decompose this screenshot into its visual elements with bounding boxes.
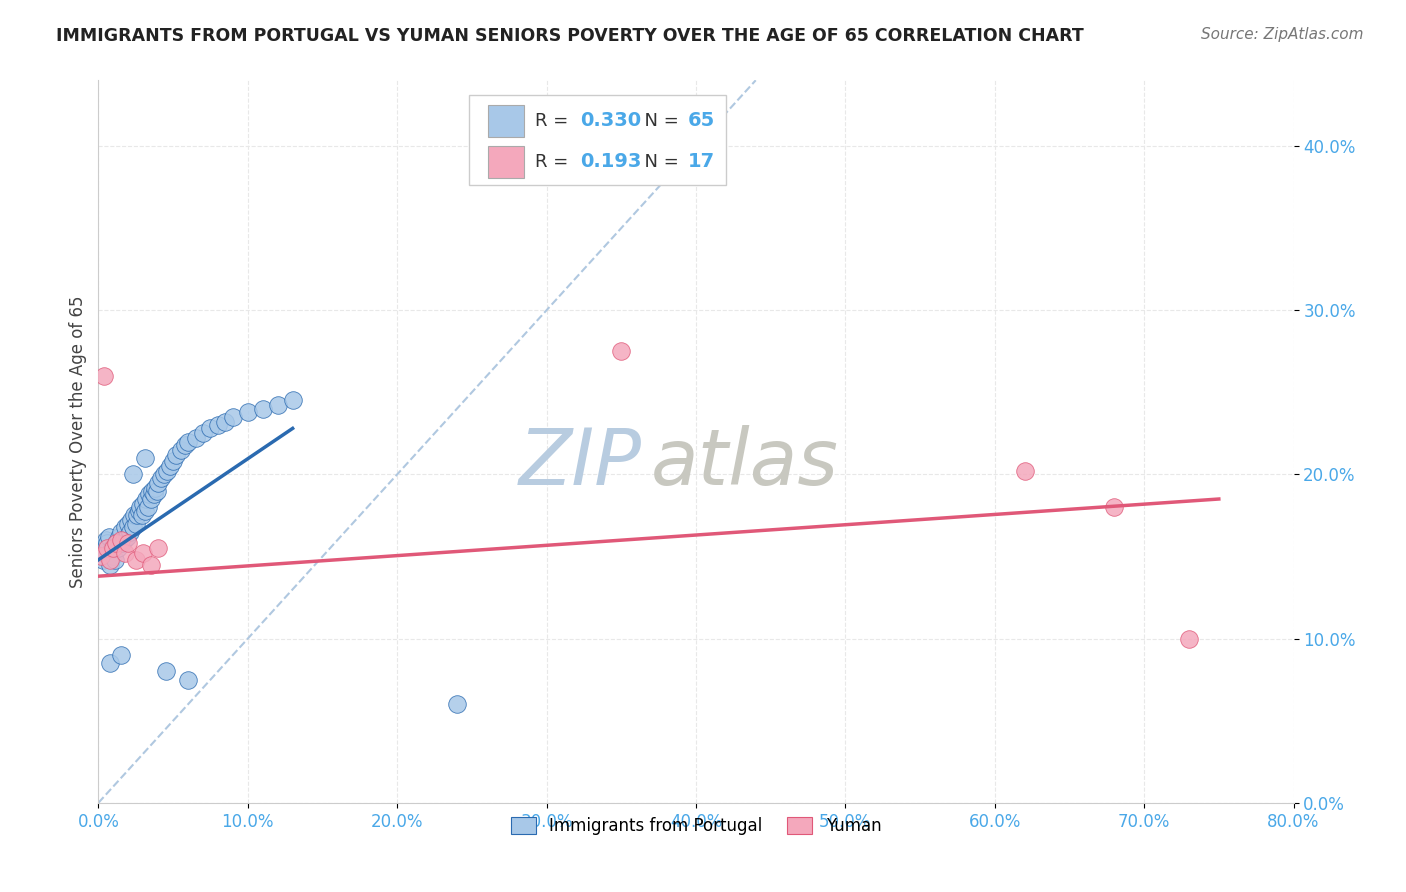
Point <box>96 536 118 550</box>
Point <box>145 483 167 498</box>
Point <box>104 553 127 567</box>
Point <box>200 421 222 435</box>
Point <box>101 541 124 556</box>
Point <box>131 508 153 523</box>
Point <box>105 536 128 550</box>
Point <box>105 536 128 550</box>
Point <box>93 368 115 383</box>
Point <box>98 558 122 572</box>
Point <box>98 657 122 671</box>
Point <box>111 536 134 550</box>
Text: 65: 65 <box>688 112 714 130</box>
Point <box>132 546 155 560</box>
Point <box>135 491 157 506</box>
Point <box>267 398 290 412</box>
Point <box>114 520 136 534</box>
Point <box>184 431 207 445</box>
Point <box>148 475 170 490</box>
Point <box>91 553 114 567</box>
Point <box>156 464 179 478</box>
Point <box>162 454 184 468</box>
Point <box>169 442 191 457</box>
Point <box>222 409 245 424</box>
Point <box>117 536 139 550</box>
Point <box>107 541 129 556</box>
Point <box>98 553 122 567</box>
Point <box>120 513 142 527</box>
Point <box>110 533 132 547</box>
Point <box>281 393 304 408</box>
Y-axis label: Seniors Poverty Over the Age of 65: Seniors Poverty Over the Age of 65 <box>69 295 87 588</box>
Point <box>121 467 143 482</box>
Point <box>139 491 162 506</box>
Point <box>150 470 173 484</box>
Point <box>143 481 166 495</box>
Legend: Immigrants from Portugal, Yuman: Immigrants from Portugal, Yuman <box>503 810 889 841</box>
Point <box>136 500 159 515</box>
Point <box>141 483 163 498</box>
Point <box>177 434 200 449</box>
Point <box>108 530 131 544</box>
Point <box>132 497 155 511</box>
Point <box>165 448 187 462</box>
Text: ZIP: ZIP <box>519 425 643 501</box>
Point <box>174 438 197 452</box>
Text: R =: R = <box>534 112 574 129</box>
Point <box>142 487 165 501</box>
Point <box>94 533 117 547</box>
Point <box>90 541 112 556</box>
FancyBboxPatch shape <box>488 105 524 136</box>
Point <box>110 648 132 662</box>
Point <box>115 530 138 544</box>
Point <box>610 344 633 359</box>
Point <box>96 541 118 556</box>
Point <box>97 530 120 544</box>
Point <box>90 549 112 564</box>
Text: Source: ZipAtlas.com: Source: ZipAtlas.com <box>1201 27 1364 42</box>
Text: atlas: atlas <box>651 425 838 501</box>
Point <box>125 516 148 531</box>
Point <box>128 503 150 517</box>
Text: 17: 17 <box>688 153 714 171</box>
Point <box>139 558 162 572</box>
Point <box>155 665 177 679</box>
Point <box>207 418 229 433</box>
Text: N =: N = <box>633 112 685 129</box>
Point <box>1104 500 1126 515</box>
Point <box>191 426 214 441</box>
FancyBboxPatch shape <box>488 146 524 178</box>
Point <box>112 533 135 547</box>
Point <box>159 459 181 474</box>
Point <box>138 487 160 501</box>
Point <box>148 541 170 556</box>
Point <box>110 524 132 539</box>
Point <box>125 553 148 567</box>
Point <box>134 503 156 517</box>
Point <box>127 508 149 523</box>
Text: 0.193: 0.193 <box>581 153 641 171</box>
Point <box>252 401 274 416</box>
Point <box>236 405 259 419</box>
Point <box>1178 632 1201 646</box>
Point <box>103 549 125 564</box>
Text: 0.330: 0.330 <box>581 112 641 130</box>
Point <box>214 415 236 429</box>
Text: N =: N = <box>633 153 685 171</box>
FancyBboxPatch shape <box>470 95 725 185</box>
Point <box>93 546 115 560</box>
Point <box>1014 464 1036 478</box>
Point <box>117 516 139 531</box>
Point <box>103 541 125 556</box>
Point <box>446 698 468 712</box>
Point <box>129 500 152 515</box>
Point <box>134 450 156 465</box>
Point <box>153 467 176 482</box>
Point <box>177 673 200 687</box>
Point <box>118 524 141 539</box>
Text: IMMIGRANTS FROM PORTUGAL VS YUMAN SENIORS POVERTY OVER THE AGE OF 65 CORRELATION: IMMIGRANTS FROM PORTUGAL VS YUMAN SENIOR… <box>56 27 1084 45</box>
Point <box>114 546 136 560</box>
Point <box>121 520 143 534</box>
Point <box>124 508 146 523</box>
Text: R =: R = <box>534 153 574 171</box>
